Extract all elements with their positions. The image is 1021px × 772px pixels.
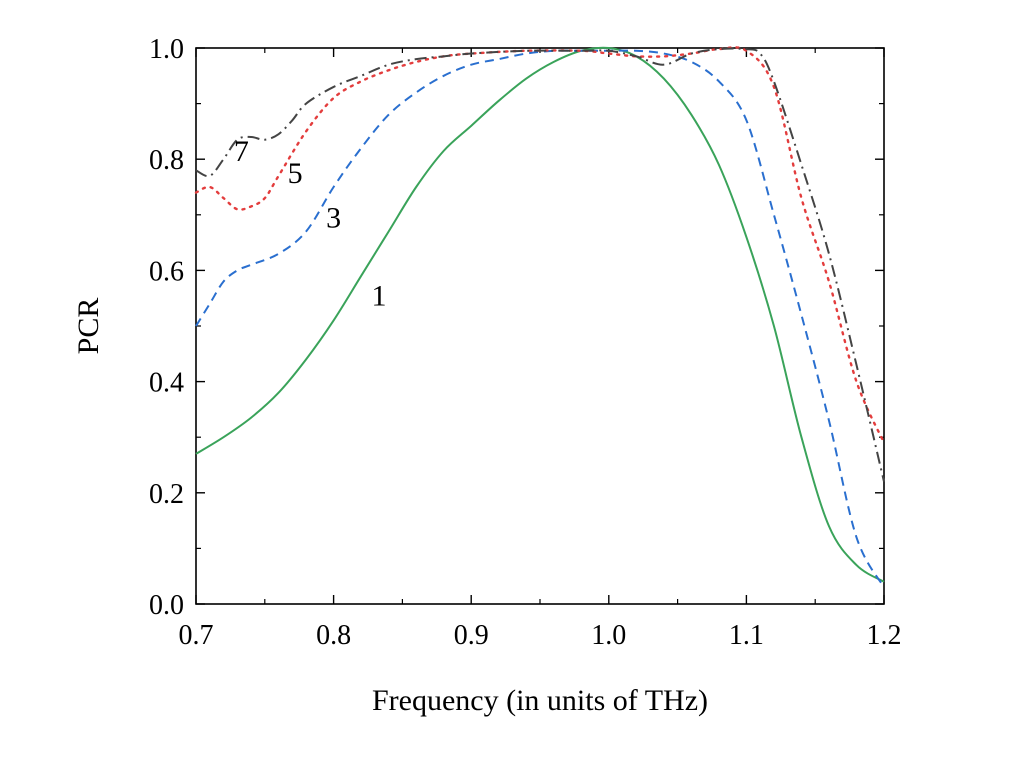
series-line-5: [194, 46, 886, 444]
y-axis-title: PCR: [72, 298, 105, 355]
y-tick-label: 0.0: [149, 590, 184, 621]
y-tick-label: 0.8: [149, 145, 184, 176]
y-tick-label: 1.0: [149, 34, 184, 65]
x-tick-label: 0.7: [179, 620, 214, 651]
curve-label-7: 7: [234, 135, 249, 168]
series-line-7: [195, 47, 885, 482]
x-axis: 0.7 0.8 0.9 1.0 1.1 1.2: [179, 48, 902, 651]
plot-frame: [195, 47, 885, 605]
curve-label-3: 3: [326, 202, 341, 235]
series-layer: [194, 46, 886, 588]
curve-label-5: 5: [288, 157, 303, 190]
y-tick-label: 0.2: [149, 479, 184, 510]
y-axis: 0.0 0.2 0.4 0.6 0.8 1.0: [149, 34, 884, 621]
series-line-1: [195, 46, 885, 583]
x-tick-label: 1.2: [867, 620, 902, 651]
curve-labels: 1 35 7: [234, 135, 387, 313]
x-tick-label: 0.8: [316, 620, 351, 651]
curve-label-1: 1: [372, 279, 387, 312]
y-tick-label: 0.4: [149, 368, 184, 399]
x-axis-title: Frequency (in units of THz): [372, 684, 708, 717]
series-line-3: [195, 49, 885, 588]
x-tick-label: 1.1: [729, 620, 764, 651]
x-tick-label: 1.0: [591, 620, 626, 651]
x-tick-label: 0.9: [454, 620, 489, 651]
y-tick-label: 0.6: [149, 256, 184, 287]
